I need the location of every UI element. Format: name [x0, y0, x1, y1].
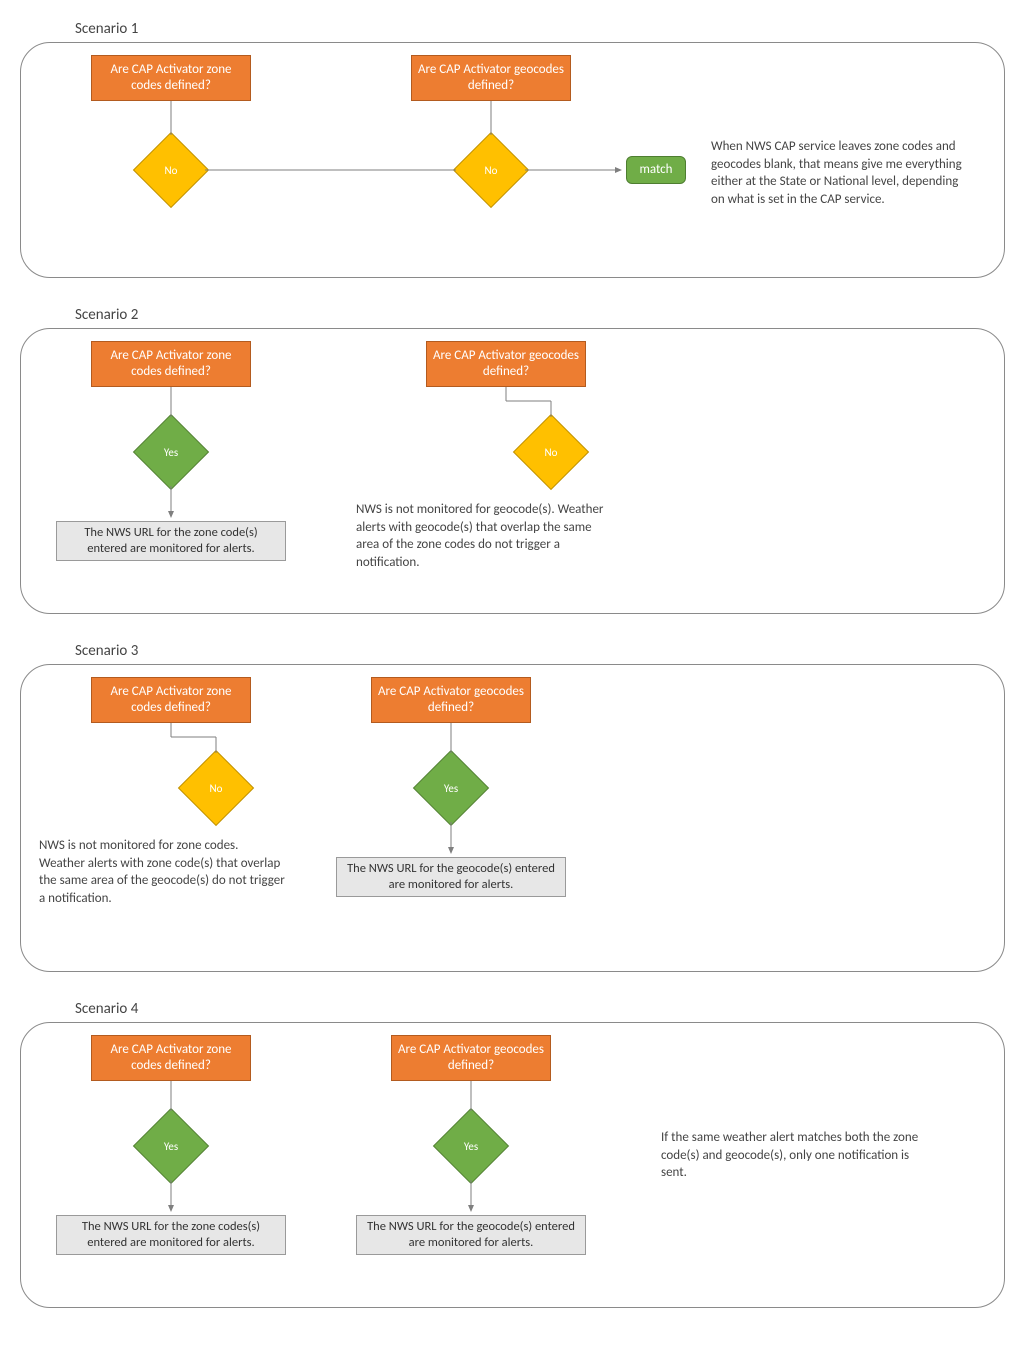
question-geo: Are CAP Activator geocodes defined?: [371, 677, 531, 723]
result-zone-monitored-plural: The NWS URL for the zone codes(s) entere…: [56, 1215, 286, 1255]
question-geo: Are CAP Activator geocodes defined?: [411, 55, 571, 101]
decision-no: No: [189, 761, 243, 815]
decision-yes: Yes: [144, 1119, 198, 1173]
body-geo-not-monitored: NWS is not monitored for geocode(s). Wea…: [356, 501, 606, 571]
decision-no: No: [144, 143, 198, 197]
decision-label: Yes: [164, 1140, 178, 1153]
question-zone: Are CAP Activator zone codes defined?: [91, 341, 251, 387]
question-zone: Are CAP Activator zone codes defined?: [91, 1035, 251, 1081]
decision-label: No: [485, 164, 498, 177]
decision-yes: Yes: [444, 1119, 498, 1173]
scenario-title: Scenario 2: [75, 306, 1005, 324]
decision-label: No: [545, 446, 558, 459]
side-note: When NWS CAP service leaves zone codes a…: [711, 138, 971, 208]
scenario-4: Scenario 4 Are CAP Activator zone codes …: [20, 1000, 1005, 1308]
result-zone-monitored: The NWS URL for the zone code(s) entered…: [56, 521, 286, 561]
decision-yes: Yes: [144, 425, 198, 479]
scenario-2: Scenario 2 Are CAP Activator zone codes …: [20, 306, 1005, 614]
decision-label: No: [210, 782, 223, 795]
decision-label: No: [165, 164, 178, 177]
question-geo: Are CAP Activator geocodes defined?: [426, 341, 586, 387]
scenario-title: Scenario 3: [75, 642, 1005, 660]
question-zone: Are CAP Activator zone codes defined?: [91, 55, 251, 101]
result-geo-monitored: The NWS URL for the geocode(s) entered a…: [356, 1215, 586, 1255]
question-zone: Are CAP Activator zone codes defined?: [91, 677, 251, 723]
side-note: If the same weather alert matches both t…: [661, 1129, 921, 1182]
decision-no: No: [464, 143, 518, 197]
decision-yes: Yes: [424, 761, 478, 815]
scenario-container: Are CAP Activator zone codes defined? Ar…: [20, 664, 1005, 972]
question-geo: Are CAP Activator geocodes defined?: [391, 1035, 551, 1081]
scenario-container: Are CAP Activator zone codes defined? Ar…: [20, 1022, 1005, 1308]
body-zone-not-monitored: NWS is not monitored for zone codes. Wea…: [39, 837, 287, 907]
scenario-1: Scenario 1 Are CAP Activator zone codes …: [20, 20, 1005, 278]
scenario-3: Scenario 3 Are CAP Activator zone codes …: [20, 642, 1005, 972]
decision-label: Yes: [444, 782, 458, 795]
scenario-title: Scenario 4: [75, 1000, 1005, 1018]
scenario-title: Scenario 1: [75, 20, 1005, 38]
scenario-container: Are CAP Activator zone codes defined? Ar…: [20, 328, 1005, 614]
decision-no: No: [524, 425, 578, 479]
decision-label: Yes: [164, 446, 178, 459]
scenario-container: Are CAP Activator zone codes defined? Ar…: [20, 42, 1005, 278]
match-box: match: [626, 156, 686, 184]
result-geo-monitored: The NWS URL for the geocode(s) entered a…: [336, 857, 566, 897]
decision-label: Yes: [464, 1140, 478, 1153]
